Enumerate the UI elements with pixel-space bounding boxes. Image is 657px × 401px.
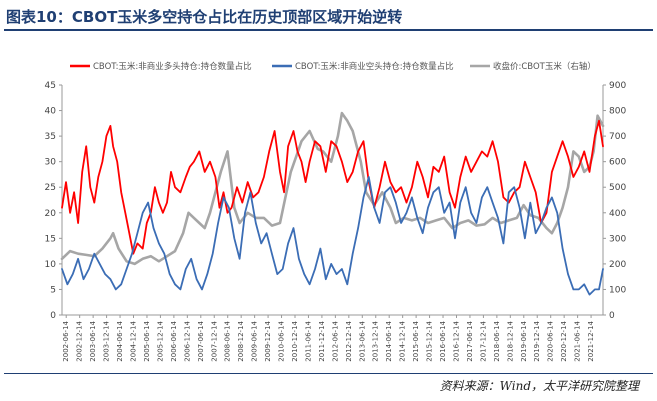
y-left-tick-label: 45 [45, 81, 56, 91]
y-left-tick-label: 20 [45, 209, 57, 219]
x-tick-label: 2012-06-14 [331, 320, 339, 361]
title-divider [4, 29, 653, 31]
x-tick-label: 2005-12-14 [156, 320, 164, 361]
y-left-tick-label: 5 [50, 285, 56, 295]
x-tick-label: 2002-06-14 [62, 320, 70, 361]
y-right-tick-label: 300 [609, 234, 626, 244]
x-tick-label: 2006-06-14 [170, 320, 178, 361]
x-tick-label: 2003-12-14 [103, 320, 111, 361]
chart-legend: CBOT:玉米:非商业多头持仓:持仓数量占比 CBOT:玉米:非商业空头持仓:持仓… [70, 61, 596, 72]
x-tick-label: 2004-06-14 [116, 320, 124, 361]
y-left-tick-label: 35 [45, 132, 56, 142]
x-tick-label: 2007-06-14 [197, 320, 205, 361]
x-tick-label: 2006-12-14 [183, 320, 191, 361]
x-tick-label: 2013-12-14 [372, 320, 380, 361]
source-divider [4, 373, 653, 374]
page-title: 图表10：CBOT玉米多空持仓占比在历史顶部区域开始逆转 [6, 8, 403, 26]
x-tick-label: 2016-06-14 [439, 320, 447, 361]
x-tick-label: 2007-12-14 [210, 320, 218, 361]
x-tick-label: 2014-12-14 [399, 320, 407, 361]
x-tick-label: 2004-12-14 [130, 320, 138, 361]
x-tick-label: 2018-06-14 [493, 320, 501, 361]
source-note: 资料来源：Wind，太平洋研究院整理 [439, 379, 639, 393]
legend-label-1: CBOT:玉米:非商业多头持仓:持仓数量占比 [93, 61, 252, 72]
y-right-tick-label: 700 [609, 132, 626, 142]
x-tick-label: 2010-06-14 [278, 320, 286, 361]
x-tick-label: 2015-12-14 [426, 320, 434, 361]
x-tick-label: 2009-06-14 [251, 320, 259, 361]
y-right-tick-label: 100 [609, 285, 626, 295]
y-left-tick-label: 25 [45, 183, 56, 193]
x-tick-label: 2018-12-14 [506, 320, 514, 361]
y-right-tick-label: 800 [609, 107, 626, 117]
x-tick-label: 2021-12-14 [587, 320, 595, 361]
series-line-2 [61, 176, 604, 296]
x-tick-label: 2019-12-14 [533, 320, 541, 361]
x-tick-label: 2014-06-14 [385, 320, 393, 361]
x-tick-label: 2002-12-14 [76, 320, 84, 361]
x-tick-label: 2011-12-14 [318, 320, 326, 361]
x-tick-label: 2010-12-14 [291, 320, 299, 361]
x-tick-label: 2005-06-14 [143, 320, 151, 361]
x-tick-label: 2020-06-14 [547, 320, 555, 361]
x-tick-label: 2021-06-14 [574, 320, 582, 361]
chart-axes: 0 5 10 15 20 25 30 35 40 45 0 100 200 300 400 500 600 700… [45, 81, 627, 362]
y-left-tick-label: 15 [45, 234, 56, 244]
y-right-tick-label: 400 [609, 209, 626, 219]
y-right-tick-label: 500 [609, 183, 626, 193]
x-tick-label: 2012-12-14 [345, 320, 353, 361]
x-tick-label: 2013-06-14 [358, 320, 366, 361]
x-tick-label: 2016-12-14 [452, 320, 460, 361]
legend-label-2: CBOT:玉米:非商业空头持仓:持仓数量占比 [295, 61, 454, 72]
y-left-tick-label: 40 [45, 107, 57, 117]
x-tick-label: 2008-12-14 [237, 320, 245, 361]
legend-label-3: 收盘价:CBOT玉米（右轴） [493, 61, 596, 72]
x-tick-label: 2008-06-14 [224, 320, 232, 361]
x-tick-label: 2011-06-14 [304, 320, 312, 361]
y-left-tick-label: 0 [50, 311, 56, 321]
y-right-tick-label: 900 [609, 81, 626, 91]
x-tick-label: 2003-06-14 [89, 320, 97, 361]
x-tick-label: 2020-12-14 [560, 320, 568, 361]
y-right-tick-label: 0 [609, 311, 615, 321]
y-left-tick-label: 10 [45, 260, 57, 270]
series-line-1 [61, 119, 604, 255]
x-tick-label: 2015-06-14 [412, 320, 420, 361]
x-tick-label: 2017-12-14 [479, 320, 487, 361]
y-right-tick-label: 200 [609, 260, 626, 270]
chart-series [60, 111, 605, 296]
y-right-tick-label: 600 [609, 158, 626, 168]
y-left-tick-label: 30 [45, 158, 57, 168]
x-tick-label: 2019-06-14 [520, 320, 528, 361]
x-tick-label: 2017-06-14 [466, 320, 474, 361]
x-tick-label: 2009-12-14 [264, 320, 272, 361]
